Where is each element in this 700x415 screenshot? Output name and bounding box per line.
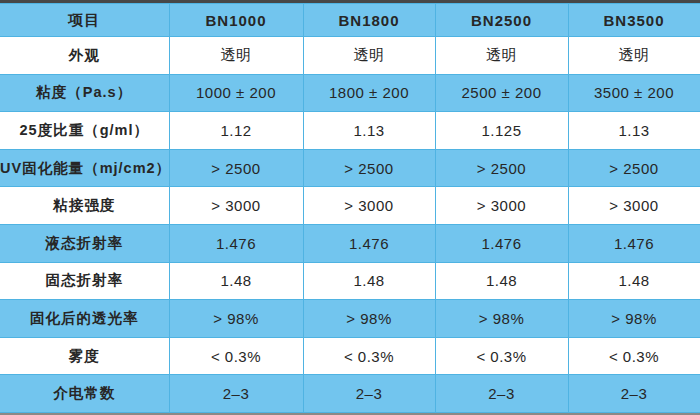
header-cell-bn2500: BN2500 [435,4,568,37]
cell: > 98% [303,300,435,338]
cell: 1.476 [303,224,435,262]
header-cell-bn3500: BN3500 [568,4,700,37]
cell: > 98% [169,300,303,338]
table-row-dielectric-constant: 介电常数 2–3 2–3 2–3 2–3 [0,375,700,413]
cell: 1.476 [568,224,700,262]
cell: 2–3 [568,375,700,413]
cell: 透明 [568,37,700,75]
header-cell-item: 项目 [0,4,169,37]
row-label: 粘接强度 [0,187,169,225]
cell: 1800 ± 200 [303,74,435,112]
row-label: UV固化能量（mj/cm2） [0,149,169,187]
cell: 1.125 [435,112,568,150]
cell: 2–3 [169,375,303,413]
table-row-haze: 雾度 < 0.3% < 0.3% < 0.3% < 0.3% [0,337,700,375]
cell: < 0.3% [568,337,700,375]
cell: 1.48 [435,262,568,300]
cell: 1.48 [568,262,700,300]
row-label: 外观 [0,37,169,75]
table-row-uv-cure-energy: UV固化能量（mj/cm2） > 2500 > 2500 > 2500 > 25… [0,149,700,187]
cell: > 2500 [169,149,303,187]
cell: 1.48 [303,262,435,300]
cell: 透明 [303,37,435,75]
row-label: 液态折射率 [0,224,169,262]
cell: 透明 [169,37,303,75]
row-label: 雾度 [0,337,169,375]
product-spec-table: 项目 BN1000 BN1800 BN2500 BN3500 外观 透明 透明 … [0,3,700,413]
cell: < 0.3% [435,337,568,375]
cell: < 0.3% [169,337,303,375]
cell: 1.12 [169,112,303,150]
table-row-bond-strength: 粘接强度 > 3000 > 3000 > 3000 > 3000 [0,187,700,225]
row-label: 固化后的透光率 [0,300,169,338]
table-row-solid-refractive-index: 固态折射率 1.48 1.48 1.48 1.48 [0,262,700,300]
table-row-appearance: 外观 透明 透明 透明 透明 [0,37,700,75]
row-label: 介电常数 [0,375,169,413]
cell: > 3000 [303,187,435,225]
spec-table-frame: 项目 BN1000 BN1800 BN2500 BN3500 外观 透明 透明 … [0,0,700,415]
cell: > 98% [435,300,568,338]
cell: 2–3 [435,375,568,413]
cell: > 2500 [435,149,568,187]
cell: > 3000 [435,187,568,225]
cell: > 98% [568,300,700,338]
table-row-transmittance: 固化后的透光率 > 98% > 98% > 98% > 98% [0,300,700,338]
cell: 1.13 [568,112,700,150]
cell: > 2500 [568,149,700,187]
row-label: 粘度（Pa.s） [0,74,169,112]
row-label: 25度比重（g/ml） [0,112,169,150]
table-row-specific-gravity: 25度比重（g/ml） 1.12 1.13 1.125 1.13 [0,112,700,150]
cell: 1.476 [435,224,568,262]
cell: 1000 ± 200 [169,74,303,112]
cell: 3500 ± 200 [568,74,700,112]
cell: 2–3 [303,375,435,413]
cell: > 2500 [303,149,435,187]
cell: 1.13 [303,112,435,150]
table-row-liquid-refractive-index: 液态折射率 1.476 1.476 1.476 1.476 [0,224,700,262]
cell: > 3000 [169,187,303,225]
cell: < 0.3% [303,337,435,375]
cell: > 3000 [568,187,700,225]
header-cell-bn1000: BN1000 [169,4,303,37]
cell: 2500 ± 200 [435,74,568,112]
header-cell-bn1800: BN1800 [303,4,435,37]
row-label: 固态折射率 [0,262,169,300]
header-row: 项目 BN1000 BN1800 BN2500 BN3500 [0,4,700,37]
cell: 1.476 [169,224,303,262]
cell: 1.48 [169,262,303,300]
cell: 透明 [435,37,568,75]
table-row-viscosity: 粘度（Pa.s） 1000 ± 200 1800 ± 200 2500 ± 20… [0,74,700,112]
